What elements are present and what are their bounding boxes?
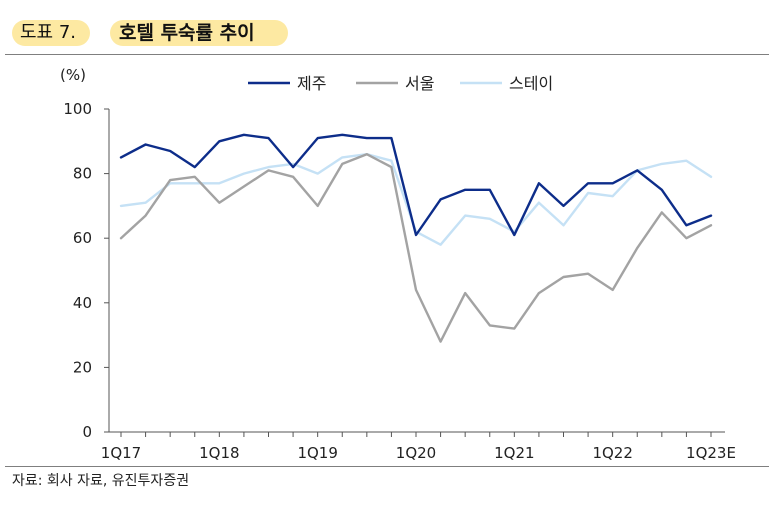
y-axis-unit-label: (%): [60, 66, 86, 84]
series-line-0: [119, 133, 713, 237]
x-tick-label: 1Q19: [297, 444, 337, 462]
figure-label: 도표 7.: [20, 22, 77, 43]
top-rule: [5, 54, 769, 55]
legend-label: 서울: [405, 74, 434, 93]
x-tick-label: 1Q21: [494, 444, 534, 462]
legend-label: 스테이: [509, 74, 553, 93]
series-line-1: [119, 152, 713, 343]
x-tick-label: 1Q17: [101, 444, 141, 462]
x-tick-label: 1Q23E: [686, 444, 736, 462]
title-highlight: [110, 20, 288, 46]
y-tick-label: 100: [63, 100, 92, 118]
bottom-rule: [5, 466, 769, 467]
figure-label-highlight: [12, 20, 90, 46]
x-tick-label: 1Q18: [199, 444, 239, 462]
source-note: 자료: 회사 자료, 유진투자증권: [12, 473, 190, 489]
x-tick-label: 1Q20: [396, 444, 436, 462]
chart-title: 호텔 투숙률 추이: [119, 22, 255, 44]
x-tick-label: 1Q22: [592, 444, 632, 462]
legend-label: 제주: [297, 74, 326, 93]
y-tick-label: 40: [73, 294, 92, 312]
y-tick-label: 60: [73, 229, 92, 247]
y-tick-label: 0: [82, 423, 92, 441]
y-tick-label: 20: [73, 358, 92, 376]
y-tick-label: 80: [73, 165, 92, 183]
